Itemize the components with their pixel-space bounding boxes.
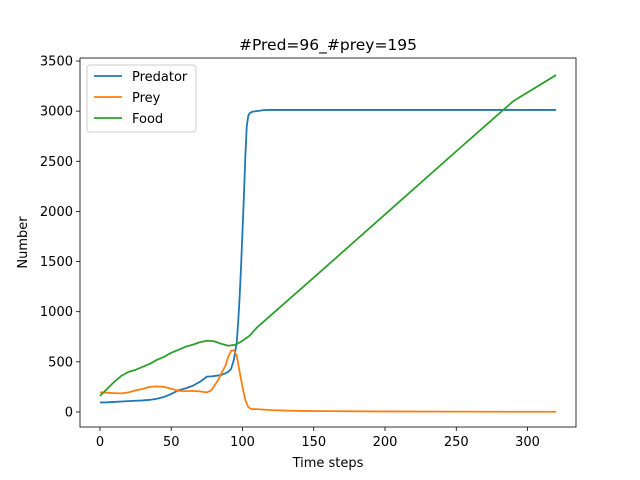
legend-label-prey: Prey [132, 91, 161, 106]
y-tick-label: 3000 [40, 105, 73, 120]
series-line-food [99, 74, 557, 397]
y-tick-label: 1000 [40, 305, 73, 320]
chart-title: #Pred=96_#prey=195 [239, 36, 417, 55]
legend-label-food: Food [132, 112, 163, 127]
x-tick-label: 150 [301, 435, 326, 450]
x-tick-label: 50 [163, 435, 180, 450]
x-tick-label: 200 [373, 435, 398, 450]
series-line-prey [99, 349, 557, 413]
y-axis-label: Number [16, 216, 31, 269]
x-tick-label: 100 [230, 435, 255, 450]
x-axis-label: Time steps [292, 456, 364, 471]
y-tick-label: 1500 [40, 255, 73, 270]
series-line-predator [99, 109, 557, 404]
x-tick-label: 300 [515, 435, 540, 450]
y-tick-label: 0 [65, 405, 73, 420]
y-tick-label: 3500 [40, 55, 73, 70]
y-tick-label: 2000 [40, 205, 73, 220]
legend: Predator Prey Food [86, 64, 197, 133]
x-tick-label: 250 [444, 435, 469, 450]
legend-label-predator: Predator [132, 70, 188, 85]
y-axis-ticks: 0 500 1000 1500 2000 2500 3000 3500 [40, 55, 80, 420]
y-tick-label: 2500 [40, 155, 73, 170]
legend-box [86, 64, 197, 133]
y-tick-label: 500 [48, 355, 73, 370]
x-tick-label: 0 [96, 435, 104, 450]
series-lines [99, 74, 557, 413]
x-axis-ticks: 0 50 100 150 200 250 300 [96, 427, 540, 450]
plot-frame [79, 57, 577, 428]
